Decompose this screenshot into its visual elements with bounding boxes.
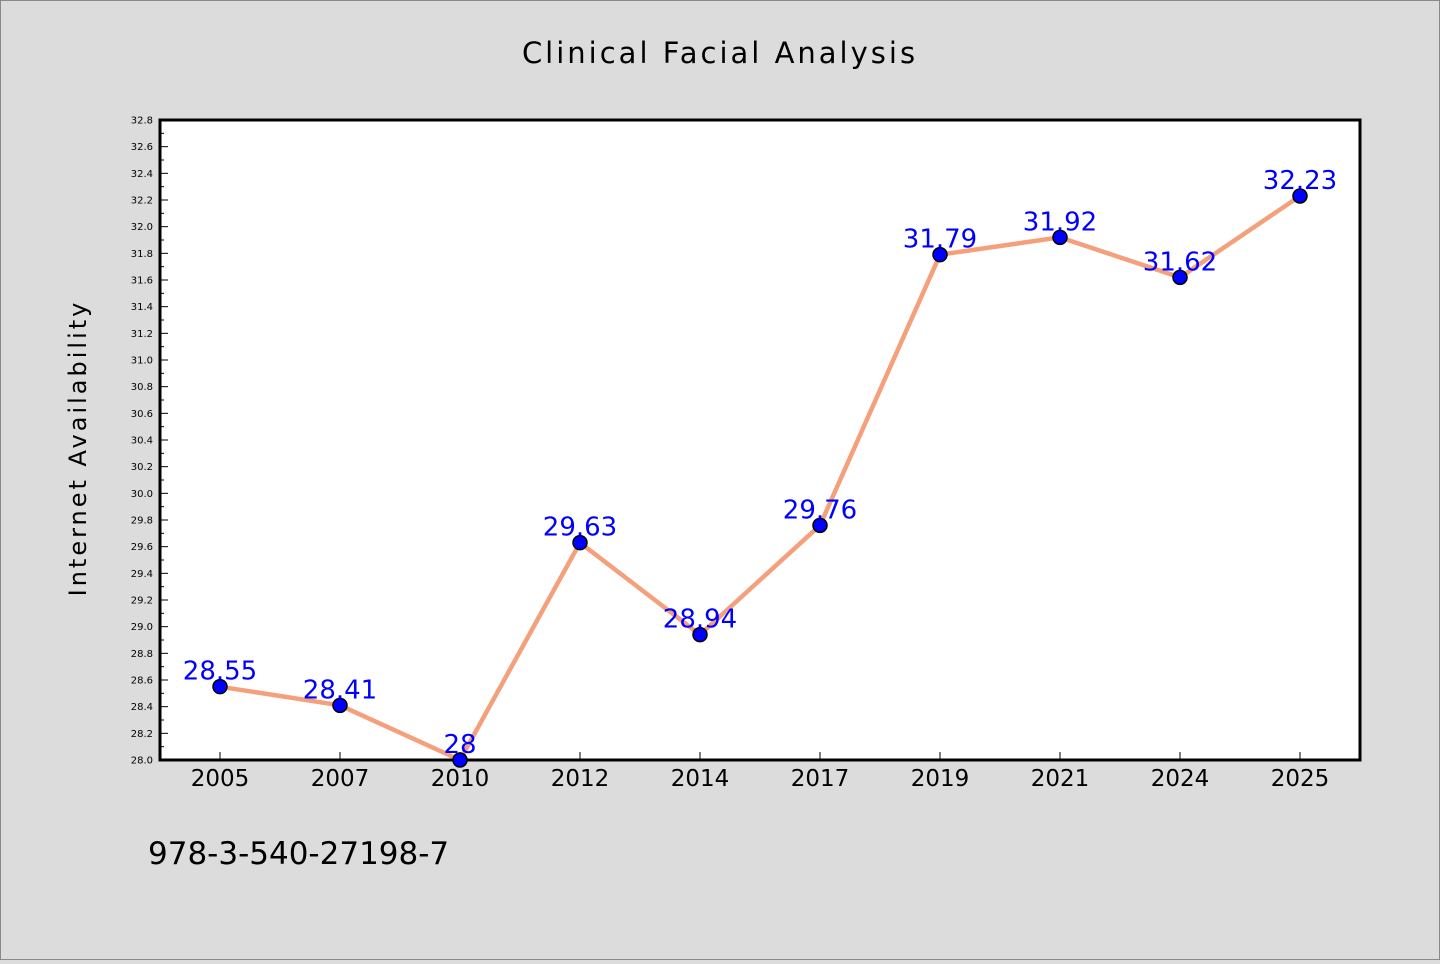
y-tick-label: 29.4 [131, 569, 153, 580]
y-tick-label: 31.4 [131, 302, 153, 313]
y-tick-label: 28.2 [131, 729, 153, 740]
y-tick-label: 29.8 [131, 516, 153, 527]
data-markers [212, 188, 1308, 768]
y-tick-label: 28.8 [131, 649, 153, 660]
y-tick-label: 30.2 [131, 462, 153, 473]
x-tick-label: 2021 [1031, 766, 1090, 792]
x-tick-label: 2014 [671, 766, 730, 792]
x-tick-label: 2007 [311, 766, 370, 792]
x-tick-label: 2017 [791, 766, 850, 792]
data-label: 28.94 [663, 605, 737, 635]
y-tick-label: 29.0 [131, 622, 153, 633]
data-label: 28.41 [303, 675, 377, 705]
x-tick-label: 2019 [911, 766, 970, 792]
data-label: 31.92 [1023, 207, 1097, 237]
y-tick-label: 31.0 [131, 356, 153, 367]
y-tick-label: 32.8 [131, 116, 153, 127]
y-tick-label: 30.0 [131, 489, 153, 500]
data-label: 29.63 [543, 513, 617, 543]
data-label: 28 [443, 730, 476, 760]
data-point [812, 517, 828, 534]
data-point [1292, 188, 1308, 204]
data-point [932, 246, 948, 263]
y-tick-label: 30.8 [131, 382, 153, 393]
x-tick-label: 2005 [191, 766, 250, 792]
y-tick-label: 32.4 [131, 169, 153, 180]
y-axis-label: Internet Availability [64, 300, 92, 597]
y-axis: 28.0 28.2 28.4 28.6 28.8 29.0 29.2 29.4 29.6 29.8… [131, 116, 168, 767]
isbn-text: 978-3-540-27198-7 [148, 836, 449, 872]
x-tick-label: 2024 [1151, 766, 1210, 792]
data-point [1052, 229, 1068, 246]
y-tick-label: 30.6 [131, 409, 153, 420]
data-point [212, 678, 228, 695]
y-tick-label: 29.2 [131, 596, 153, 607]
data-label: 31.62 [1143, 247, 1217, 277]
data-point [572, 534, 588, 551]
data-labels: 28.55 28.41 28 29.63 28.94 29.76 31.79 31.92 31.… [183, 166, 1337, 760]
data-label: 32.23 [1263, 166, 1337, 196]
plot-area [158, 118, 1362, 762]
data-label: 28.55 [183, 657, 257, 687]
y-tick-label: 32.2 [131, 196, 153, 207]
y-tick-label: 31.6 [131, 276, 153, 287]
x-tick-label: 2010 [431, 766, 490, 792]
data-point [452, 752, 468, 768]
y-tick-label: 31.2 [131, 329, 153, 340]
y-tick-label: 32.0 [131, 222, 153, 233]
x-tick-label: 2012 [551, 766, 610, 792]
series-line [219, 194, 1302, 763]
data-point [1172, 269, 1188, 286]
y-tick-label: 31.8 [131, 249, 153, 260]
data-point [692, 626, 708, 643]
chart-title: Clinical Facial Analysis [522, 36, 918, 70]
data-point [332, 697, 348, 714]
x-axis: 2005 2007 2010 2012 2014 2017 2019 2021 2024 2025 [191, 752, 1330, 792]
y-tick-label: 30.4 [131, 436, 153, 447]
y-tick-label: 28.6 [131, 676, 153, 687]
y-tick-label: 28.4 [131, 702, 153, 713]
x-tick-label: 2025 [1271, 766, 1330, 792]
data-label: 31.79 [903, 225, 977, 255]
y-tick-label: 28.0 [131, 756, 153, 767]
data-label: 29.76 [783, 495, 857, 525]
y-tick-label: 29.6 [131, 542, 153, 553]
y-tick-label: 32.6 [131, 142, 153, 153]
